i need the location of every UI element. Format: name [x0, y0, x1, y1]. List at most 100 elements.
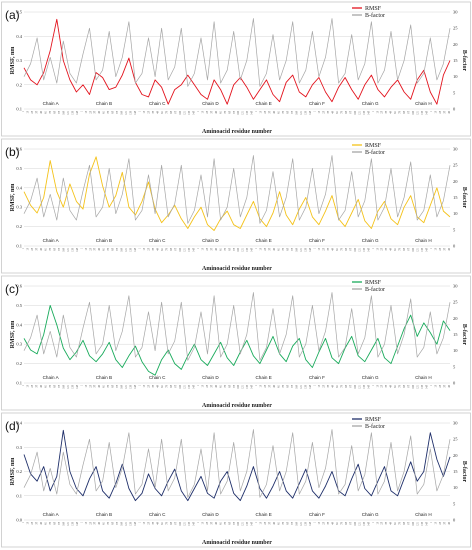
x-tick-label: 25 — [89, 247, 92, 250]
legend-label: B-factor — [365, 286, 385, 293]
chain-label: Chain C — [149, 375, 166, 380]
x-tick-label: 133 — [71, 247, 74, 252]
series-line-rmsf — [23, 304, 451, 376]
y2-tick-label: 5 — [453, 364, 456, 369]
x-tick-label: 109 — [62, 247, 65, 252]
x-tick-label: 109 — [179, 384, 182, 389]
x-tick-label: 25 — [148, 384, 151, 387]
x-tick-label: 37 — [94, 384, 97, 387]
x-tick-label: 25 — [206, 521, 209, 524]
x-tick-label: 73 — [107, 110, 110, 113]
x-tick-label: 1 — [197, 247, 200, 249]
x-tick-label: 121 — [125, 521, 128, 526]
y2-tick-label: 25 — [453, 163, 458, 168]
y-tick-label: 0.2 — [16, 361, 22, 366]
x-tick-label: 49 — [98, 247, 101, 250]
x-tick-label: 109 — [354, 110, 357, 115]
x-tick-label: 97 — [116, 247, 119, 250]
y2-tick-label: 10 — [453, 348, 458, 353]
x-tick-label: 25 — [381, 521, 384, 524]
x-tick-label: 73 — [282, 384, 285, 387]
x-tick-label: 133 — [246, 110, 249, 115]
x-tick-label: 97 — [175, 384, 178, 387]
x-tick-label: 25 — [264, 110, 267, 113]
x-tick-label: 145 — [192, 110, 195, 115]
x-tick-label: 49 — [98, 384, 101, 387]
x-tick-label: 133 — [305, 110, 308, 115]
x-tick-label: 109 — [62, 384, 65, 389]
x-tick-label: 85 — [345, 521, 348, 524]
legend-label: RMSF — [365, 417, 382, 423]
x-tick-label: 73 — [340, 247, 343, 250]
x-tick-label: 133 — [130, 521, 133, 526]
x-tick-label: 133 — [421, 384, 424, 389]
x-tick-label: 1 — [255, 384, 258, 386]
x-tick-label: 49 — [215, 384, 218, 387]
x-tick-label: 37 — [94, 110, 97, 113]
x-tick-label: 121 — [417, 521, 420, 526]
x-tick-label: 97 — [175, 110, 178, 113]
y2-tick-label: 30 — [453, 421, 458, 426]
chain-label: Chain G — [362, 375, 379, 380]
x-tick-label: 85 — [403, 384, 406, 387]
x-tick-label: 133 — [188, 247, 191, 252]
x-tick-label: 37 — [444, 521, 447, 524]
x-tick-label: 145 — [367, 521, 370, 526]
x-tick-label: 37 — [269, 521, 272, 524]
x-tick-label: 13 — [27, 521, 30, 524]
x-tick-label: 25 — [439, 384, 442, 387]
x-tick-label: 145 — [134, 110, 137, 115]
y-tick-label: 0.3 — [16, 205, 22, 210]
x-tick-label: 25 — [439, 247, 442, 250]
x-tick-label: 97 — [349, 247, 352, 250]
x-tick-label: 49 — [331, 384, 334, 387]
x-axis-label: Aminoacid residue number — [202, 403, 272, 409]
x-tick-label: 121 — [183, 247, 186, 252]
x-tick-label: 145 — [192, 384, 195, 389]
legend-label: B-factor — [365, 149, 385, 156]
y2-tick-label: 5 — [453, 90, 456, 95]
x-tick-label: 37 — [210, 247, 213, 250]
y-tick-label: 0.5 — [16, 303, 22, 308]
legend-label: RMSF — [365, 6, 382, 12]
y-tick-label: 0.3 — [16, 58, 22, 63]
x-tick-label: 61 — [219, 521, 222, 524]
x-tick-label: 61 — [44, 247, 47, 250]
x-tick-label: 85 — [53, 521, 56, 524]
y-axis-label: RMSF, nm — [10, 47, 16, 75]
x-tick-label: 73 — [282, 521, 285, 524]
y2-tick-label: 20 — [453, 179, 458, 184]
y2-axis-label: B-factor — [461, 324, 467, 346]
chain-label: Chain C — [149, 512, 166, 517]
x-tick-label: 61 — [161, 247, 164, 250]
x-tick-label: 109 — [179, 110, 182, 115]
x-tick-label: 37 — [269, 110, 272, 113]
x-tick-label: 133 — [130, 247, 133, 252]
y2-tick-label: 30 — [453, 284, 458, 289]
x-tick-label: 1 — [80, 247, 83, 249]
x-tick-label: 49 — [273, 521, 276, 524]
x-tick-label: 133 — [188, 384, 191, 389]
x-tick-label: 13 — [318, 384, 321, 387]
x-tick-label: 73 — [282, 110, 285, 113]
x-tick-label: 97 — [58, 521, 61, 524]
x-tick-label: 73 — [49, 247, 52, 250]
x-tick-label: 37 — [385, 521, 388, 524]
x-tick-label: 97 — [291, 110, 294, 113]
x-tick-label: 1 — [255, 521, 258, 523]
x-tick-label: 49 — [331, 521, 334, 524]
x-tick-label: 109 — [179, 521, 182, 526]
x-tick-label: 97 — [349, 110, 352, 113]
chain-label: Chain H — [415, 512, 432, 517]
x-tick-label: 85 — [112, 384, 115, 387]
y-tick-label: 0.6 — [16, 147, 22, 152]
x-tick-label: 49 — [448, 521, 451, 524]
x-tick-label: 85 — [228, 521, 231, 524]
x-tick-label: 49 — [98, 110, 101, 113]
x-tick-label: 25 — [322, 384, 325, 387]
x-tick-label: 145 — [251, 521, 254, 526]
x-tick-label: 25 — [264, 384, 267, 387]
x-tick-label: 1 — [197, 110, 200, 112]
panel-letter: (d) — [5, 419, 20, 433]
y2-tick-label: 30 — [453, 147, 458, 152]
